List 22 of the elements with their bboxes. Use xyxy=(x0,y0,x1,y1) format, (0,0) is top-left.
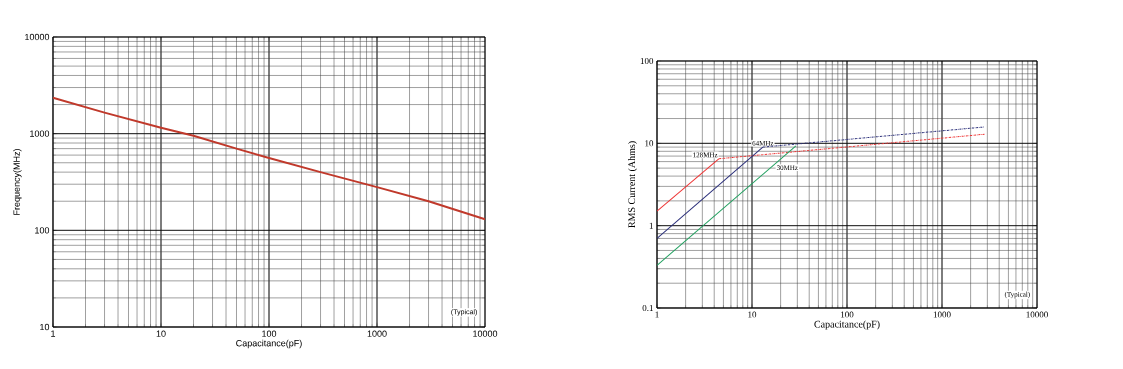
y-tick-label: 10 xyxy=(40,323,50,331)
x-tick-label: 10 xyxy=(748,311,757,318)
y-tick-label: 1 xyxy=(649,222,653,229)
y-tick-label: 100 xyxy=(640,57,654,65)
x-tick-label: 10 xyxy=(156,330,166,337)
x-tick-label: 1 xyxy=(51,330,56,337)
y-axis-title: RMS Current (Ahms) xyxy=(628,141,638,228)
x-tick-label: 1000 xyxy=(933,311,951,318)
x-tick-label: 1000 xyxy=(367,330,387,337)
x-axis-title: Capacitance(pF) xyxy=(236,339,302,349)
y-tick-label: 10 xyxy=(645,140,654,147)
x-axis-title: Capacitance(pF) xyxy=(814,320,880,330)
x-tick-label: 100 xyxy=(841,311,854,318)
y-axis-title: Frequency(MHz) xyxy=(13,149,22,215)
y-tick-label: 100 xyxy=(35,227,50,234)
x-tick-label: 10000 xyxy=(1026,311,1048,318)
y-tick-label: 10000 xyxy=(25,33,50,41)
x-tick-label: 10000 xyxy=(473,330,498,337)
y-tick-label: 0.1 xyxy=(642,304,653,312)
x-tick-label: 1 xyxy=(655,311,659,318)
y-tick-label: 1000 xyxy=(30,130,50,137)
x-tick-label: 100 xyxy=(262,330,277,337)
